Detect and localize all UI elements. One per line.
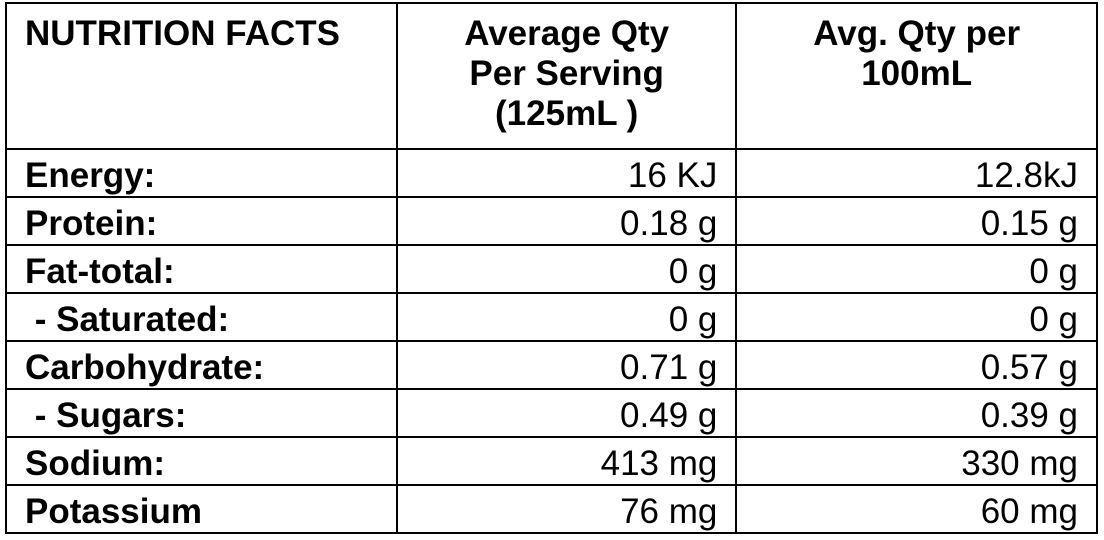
- table-row: Carbohydrate: 0.71 g 0.57 g: [4, 340, 1098, 390]
- per-100ml-value: 12.8kJ: [735, 148, 1098, 198]
- per-serving-value: 0.18 g: [396, 196, 738, 246]
- header-row: NUTRITION FACTS Average Qty Per Serving …: [4, 2, 1098, 150]
- nutrition-facts-title: NUTRITION FACTS: [4, 2, 399, 150]
- nutrient-label: Energy:: [4, 148, 399, 198]
- nutrient-label: Potassium: [4, 484, 399, 534]
- per-100ml-header-line: 100mL: [861, 54, 973, 93]
- per-100ml-value: 0.57 g: [735, 340, 1098, 390]
- per-serving-header: Average Qty Per Serving (125mL ): [396, 2, 738, 150]
- table-row: Sodium: 413 mg 330 mg: [4, 436, 1098, 486]
- nutrient-label: Protein:: [4, 196, 399, 246]
- table-row: Fat-total: 0 g 0 g: [4, 244, 1098, 294]
- per-serving-value: 76 mg: [396, 484, 738, 534]
- per-serving-value: 16 KJ: [396, 148, 738, 198]
- per-100ml-value: 0.39 g: [735, 388, 1098, 438]
- per-100ml-header: Avg. Qty per 100mL: [735, 2, 1098, 150]
- nutrient-label: - Sugars:: [4, 388, 399, 438]
- per-serving-value: 0 g: [396, 292, 738, 342]
- nutrient-label: Fat-total:: [4, 244, 399, 294]
- table-row: - Sugars: 0.49 g 0.39 g: [4, 388, 1098, 438]
- per-serving-value: 0.71 g: [396, 340, 738, 390]
- per-100ml-value: 0 g: [735, 292, 1098, 342]
- per-serving-header-line: (125mL ): [495, 94, 639, 133]
- per-100ml-value: 0.15 g: [735, 196, 1098, 246]
- table-row: Protein: 0.18 g 0.15 g: [4, 196, 1098, 246]
- nutrition-facts-table: NUTRITION FACTS Average Qty Per Serving …: [4, 2, 1098, 534]
- per-100ml-value: 330 mg: [735, 436, 1098, 486]
- per-100ml-header-line: Avg. Qty per: [813, 14, 1021, 53]
- per-serving-value: 413 mg: [396, 436, 738, 486]
- table-row: Potassium 76 mg 60 mg: [4, 484, 1098, 534]
- per-100ml-value: 60 mg: [735, 484, 1098, 534]
- per-serving-header-line: Per Serving: [469, 54, 664, 93]
- nutrient-label: Carbohydrate:: [4, 340, 399, 390]
- table-row: Energy: 16 KJ 12.8kJ: [4, 148, 1098, 198]
- nutrient-label: - Saturated:: [4, 292, 399, 342]
- per-100ml-value: 0 g: [735, 244, 1098, 294]
- per-serving-value: 0.49 g: [396, 388, 738, 438]
- per-serving-value: 0 g: [396, 244, 738, 294]
- table-row: - Saturated: 0 g 0 g: [4, 292, 1098, 342]
- per-serving-header-line: Average Qty: [464, 14, 670, 53]
- nutrient-label: Sodium:: [4, 436, 399, 486]
